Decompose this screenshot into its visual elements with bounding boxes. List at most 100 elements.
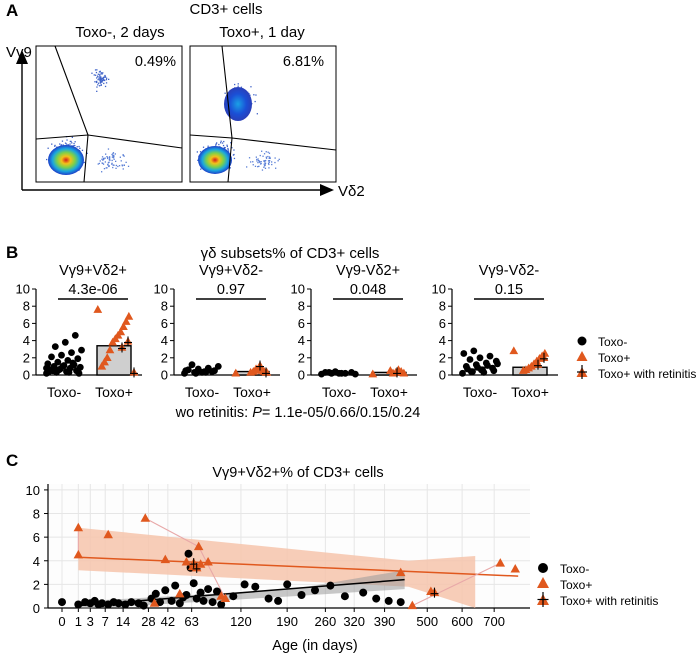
flow-plot-1-event [71,136,73,138]
flow-plot-1-event [103,76,106,78]
subplot-ytick-label: 6 [23,316,30,331]
flow-plot-2-event [240,86,243,88]
flow-plot-1-event [102,72,104,74]
point-toxo-plus [149,598,160,607]
ytick-label: 10 [26,483,40,498]
trend-band-toxo-plus [78,527,476,608]
flow-plot-2-event [215,143,217,145]
trend-line-toxo-plus [78,556,519,577]
subplot-point-toxo-minus [75,369,83,377]
flow-plot-1-event [101,72,103,75]
flow-plot-2-event [237,83,239,85]
legend-c-label-plus: Toxo+ [560,578,592,592]
flow-plot-2-event [264,161,266,163]
subplot-point-toxo-minus [351,370,359,378]
flow-plot-2-event [252,161,254,163]
point-toxo-minus [189,579,198,588]
point-toxo-minus [184,549,193,558]
subplot-pvalue: 0.15 [495,282,523,298]
flow-plot-2-event [263,163,265,165]
point-toxo-minus [139,601,148,610]
subplot-point-toxo-minus [71,332,79,339]
subplot-point-toxo-minus [76,363,84,371]
subplot-ytick-label: 6 [298,316,305,331]
flow-plot-2-event [256,160,258,162]
subplot-ytick-label: 10 [291,282,305,297]
flow-plot-1-event [109,157,111,159]
point-toxo-minus [217,600,226,609]
y-axis-label: Vγ9 [6,44,32,61]
flow-plot-1-event [111,156,114,158]
xtick-label: 0 [58,614,65,629]
flow-plot-1-event [122,154,124,157]
subplot-point-toxo-minus [78,346,85,354]
subplot-title: Vγ9+Vδ2- [199,263,263,279]
flow-plot-1-event [112,166,114,169]
flow-plot-2-event [274,157,276,159]
subplot-point-toxo-minus [459,369,466,377]
flow-plot-1-event [86,152,88,154]
xtick-label: 7 [102,614,109,629]
xtick-label: 42 [161,614,175,629]
panel-b-footnote: wo retinitis: P= 1.1e-05/0.66/0.15/0.24 [175,405,421,421]
flow-plot-1-event [59,143,61,145]
subplot-ytick-label: 0 [298,368,305,383]
flow-plot-1-event [79,147,81,149]
flow-plot-1-event [83,161,85,164]
flow-plot-1-event [74,141,76,143]
flow-plot-2-event [257,160,260,162]
flow-plot-2-event [268,163,270,166]
flow-plot-1-event [117,165,119,168]
subplot-group-label: Toxo- [463,384,498,400]
subplot-group-label: Toxo- [185,384,220,400]
subplot-point-toxo-minus [484,362,491,369]
flow-plot-1-event [100,78,102,80]
legend-b-label-retinitis: Toxo+ with retinitis [598,367,696,381]
flow-plot-1-event [100,76,102,78]
flow-plot-1-event [105,167,107,169]
subplot-ytick-label: 2 [439,350,446,365]
flow-plot-1-event [107,162,110,164]
flow-plot-1-event [103,82,105,85]
flow-plot-2-event [227,147,229,150]
subplot-point-toxo-minus [64,357,72,364]
flow-plot-2-event [263,166,265,168]
subplot-ytick-label: 2 [23,350,30,365]
subplot-point-toxo-plus [509,346,519,355]
flow-plot-2-event [207,145,209,147]
point-toxo-minus [127,598,136,607]
point-toxo-minus [326,581,335,590]
subplot-ytick-label: 10 [432,282,446,297]
flow-plot-1-event [112,157,115,159]
flow-plot-2-event [267,151,269,153]
flow-plot-1-event [91,72,93,74]
flow-plot-1-event [93,74,95,76]
flow-plot-2-event [269,157,271,159]
subplot-point-toxo-minus [490,367,498,375]
flow-plot-2-event [234,83,236,86]
xtick-label: 700 [483,614,505,629]
flow-plot-1-event [96,90,98,92]
flow-plot-1-event [101,158,103,160]
subplot-point-toxo-minus [51,343,59,350]
flow-plot-2-event [264,167,267,169]
subplot-point-toxo-minus [43,364,50,372]
point-toxo-minus [396,598,405,607]
subplot-group-label: Toxo+ [370,384,408,400]
flow-plot-2-event [255,94,257,96]
subplot-group-label: Toxo+ [511,384,549,400]
subplot-point-toxo-plus [385,366,395,374]
flow-plot-2-event [233,149,235,151]
flow-plot-2-event [259,161,261,163]
flow-plot-2-event [254,100,256,103]
flow-plot-2-event [263,153,266,155]
flow-plot-2-event [223,147,226,149]
flow-plot-2-event [274,161,276,164]
xtick-label: 63 [184,614,198,629]
subplot-point-toxo-plus [119,322,128,331]
point-toxo-minus [213,587,221,596]
flow-plot-1-event [69,140,71,143]
subplot-ytick-label: 6 [439,316,446,331]
point-toxo-minus [192,594,201,603]
